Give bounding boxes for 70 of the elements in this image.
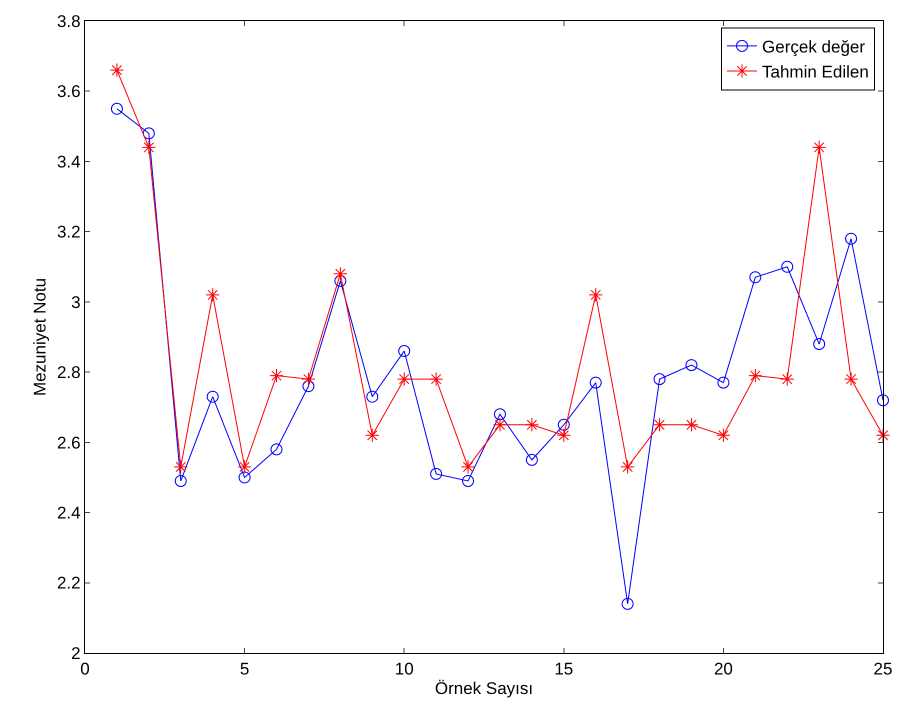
point	[333, 266, 348, 281]
point	[398, 345, 410, 358]
point	[238, 460, 252, 474]
point	[813, 338, 826, 350]
point	[142, 127, 155, 140]
y-tick-label: 2.8	[56, 363, 81, 382]
y-tick-label: 3	[71, 292, 81, 312]
point	[174, 474, 187, 487]
point	[620, 460, 635, 474]
point	[334, 274, 346, 287]
point	[524, 418, 539, 432]
point	[781, 260, 794, 273]
y-tick-label: 2.4	[56, 504, 81, 523]
point	[270, 443, 283, 456]
y-axis-title: Mezuniyet Notu	[30, 278, 50, 396]
legend-label: Gerçek değer	[762, 38, 866, 56]
x-tick-label: 0	[80, 659, 90, 678]
x-tick-label: 5	[240, 659, 250, 678]
point	[590, 376, 602, 389]
x-tick-label: 15	[554, 659, 574, 678]
point	[877, 394, 889, 406]
point	[558, 418, 570, 431]
point	[492, 418, 508, 432]
point	[460, 460, 476, 474]
x-tick-label: 25	[874, 659, 892, 678]
point	[110, 63, 124, 78]
point	[654, 373, 666, 386]
point	[652, 418, 667, 432]
point	[110, 102, 123, 115]
point	[238, 471, 251, 484]
y-tick-label: 2.2	[56, 574, 81, 593]
point	[716, 428, 730, 442]
point	[206, 288, 220, 302]
point	[397, 372, 412, 386]
point	[302, 380, 314, 392]
point	[876, 428, 890, 442]
y-tick-label: 3.4	[56, 152, 81, 172]
point	[430, 468, 442, 480]
point	[301, 372, 316, 386]
point	[685, 359, 698, 372]
point	[556, 428, 571, 442]
point	[844, 372, 858, 386]
point	[366, 390, 378, 403]
y-tick-label: 3.6	[56, 82, 81, 102]
y-tick-label: 3.2	[56, 222, 81, 242]
point	[526, 454, 538, 466]
point	[365, 428, 380, 442]
y-tick-label: 2.6	[56, 433, 81, 452]
y-tick-label: 2	[71, 644, 81, 663]
x-axis-title: Örnek Sayısı	[434, 678, 534, 698]
point	[174, 460, 188, 474]
point	[684, 418, 699, 432]
x-tick-label: 10	[394, 659, 414, 678]
point	[588, 288, 603, 302]
point	[494, 408, 506, 420]
point	[812, 140, 826, 154]
legend-label: Tahmin Edilen	[762, 62, 869, 82]
point	[142, 140, 156, 154]
point	[845, 232, 858, 245]
y-tick-label: 3.8	[56, 12, 81, 31]
x-tick-label: 20	[714, 659, 733, 678]
point	[206, 390, 219, 403]
point	[269, 368, 284, 383]
point	[462, 474, 474, 487]
point	[429, 372, 444, 386]
point	[717, 376, 730, 389]
point	[748, 368, 762, 383]
point	[622, 598, 634, 610]
point	[780, 372, 794, 386]
point	[749, 271, 762, 284]
